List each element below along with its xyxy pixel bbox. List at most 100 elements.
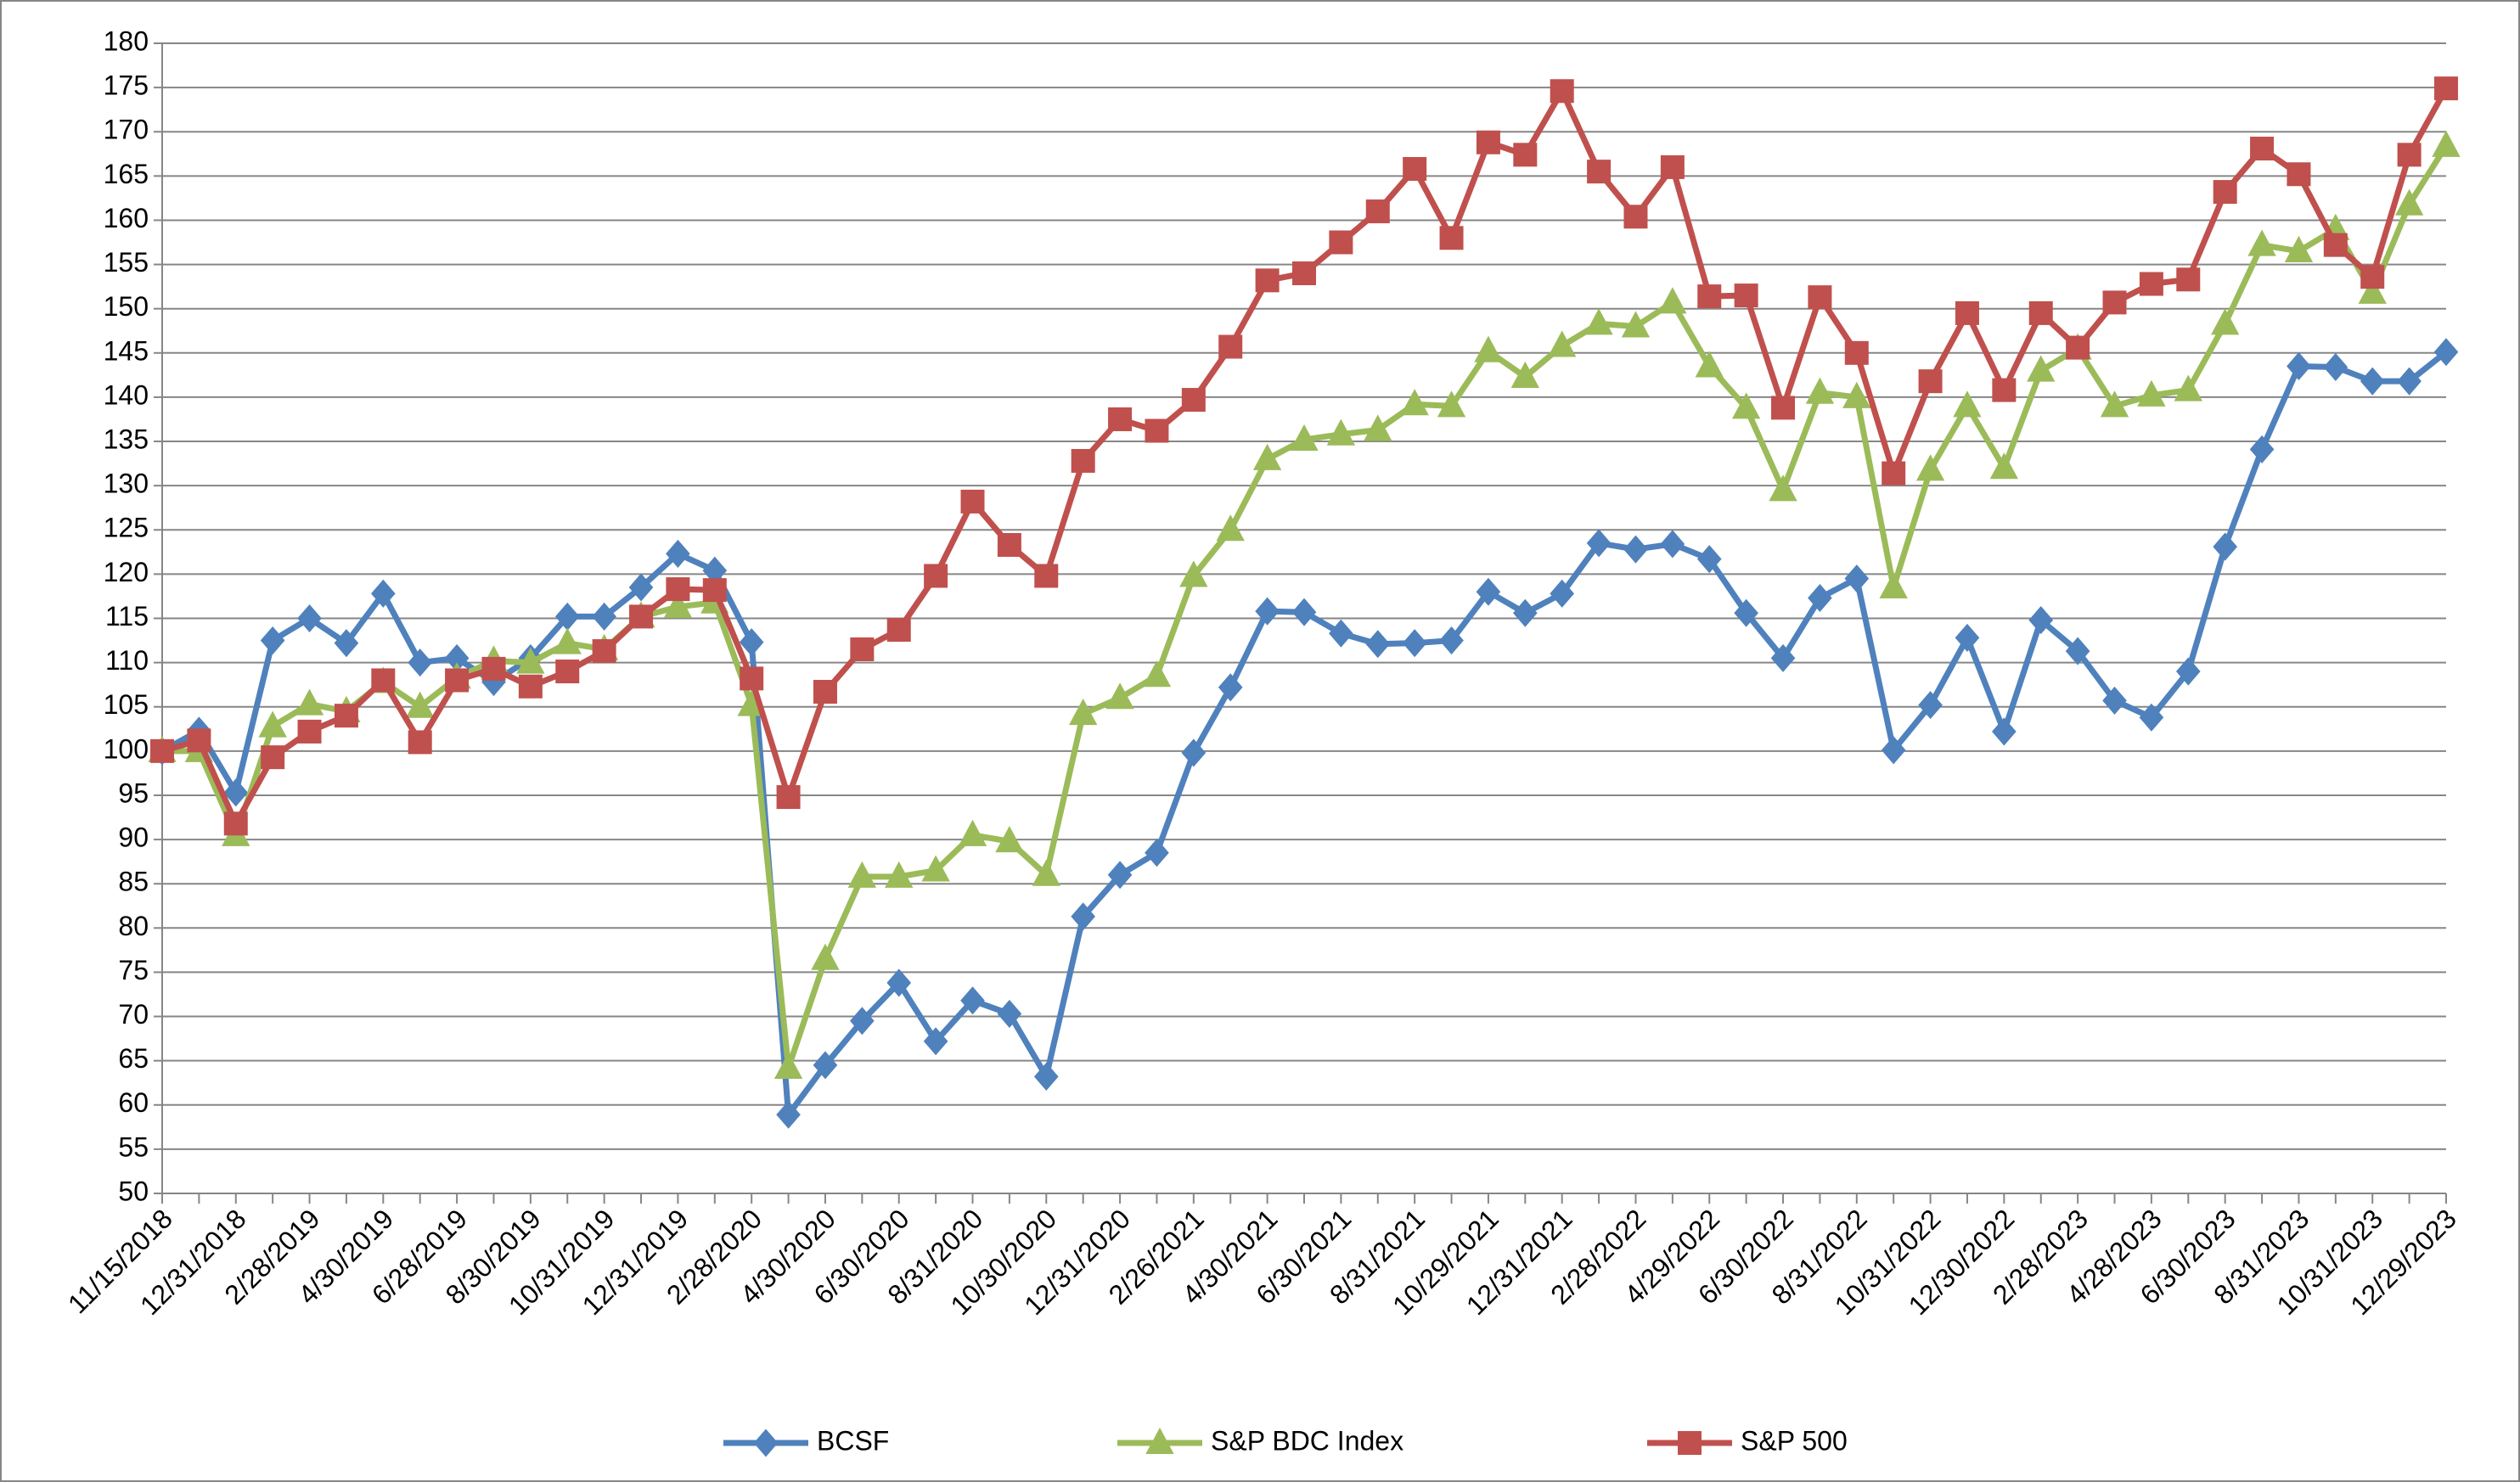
legend-label: S&P BDC Index <box>1211 1425 1403 1456</box>
data-point <box>1510 361 1539 388</box>
data-point <box>1033 1062 1059 1091</box>
data-point <box>995 826 1024 853</box>
y-tick-label: 145 <box>104 335 149 366</box>
y-tick-label: 155 <box>104 247 149 278</box>
data-point <box>1513 143 1538 167</box>
data-point <box>2174 374 2202 401</box>
data-point <box>702 578 727 603</box>
data-point <box>481 656 506 681</box>
data-point <box>2360 367 2385 396</box>
data-point <box>921 855 950 882</box>
data-point <box>776 785 801 810</box>
data-point <box>445 668 470 693</box>
data-point <box>1107 861 1133 890</box>
data-point <box>847 861 877 888</box>
data-point <box>2323 352 2348 382</box>
data-point <box>1034 564 1059 588</box>
data-point <box>2284 235 2314 262</box>
data-point <box>1402 629 1427 658</box>
data-point <box>1181 738 1207 767</box>
data-point <box>1584 308 1613 335</box>
data-point <box>1805 377 1835 404</box>
data-point <box>813 1051 838 1080</box>
data-point <box>1658 287 1687 314</box>
y-tick-label: 110 <box>105 645 149 676</box>
data-point <box>2397 367 2422 396</box>
y-tick-label: 160 <box>104 203 149 233</box>
y-tick-label: 170 <box>104 115 149 145</box>
data-point <box>1808 285 1832 310</box>
data-point <box>2139 703 2164 732</box>
data-point <box>1915 454 1945 481</box>
data-point <box>1879 571 1908 599</box>
data-point <box>258 710 287 738</box>
data-point <box>663 591 693 618</box>
data-point <box>1326 418 1356 446</box>
y-tick-label: 115 <box>105 601 149 632</box>
data-point <box>924 564 948 588</box>
y-tick-label: 50 <box>118 1176 149 1206</box>
data-point <box>1918 369 1943 394</box>
data-point <box>886 618 911 643</box>
data-point <box>1770 643 1796 672</box>
data-point <box>1292 261 1316 285</box>
data-point <box>334 704 358 728</box>
data-point <box>2394 188 2424 216</box>
data-point <box>1955 300 1979 325</box>
data-point <box>1145 418 1169 443</box>
data-point <box>1955 623 1980 652</box>
y-tick-label: 95 <box>118 777 149 808</box>
data-point <box>555 660 580 684</box>
data-point <box>885 861 914 888</box>
data-point <box>223 778 249 807</box>
data-point <box>2176 267 2201 292</box>
data-point <box>2139 272 2163 296</box>
data-point <box>1329 619 1353 648</box>
data-point <box>2323 233 2348 257</box>
data-point <box>2027 355 2056 382</box>
data-point <box>923 1027 948 1056</box>
data-point <box>1623 535 1648 564</box>
data-point <box>1365 630 1391 659</box>
y-tick-label: 120 <box>104 557 149 587</box>
data-point <box>408 648 433 677</box>
legend-swatch-marker <box>1678 1431 1702 1455</box>
data-point <box>2211 308 2240 335</box>
data-point <box>1069 698 1098 726</box>
data-point <box>2102 686 2127 715</box>
data-point <box>1108 407 1133 431</box>
legend-swatch-marker <box>1145 1427 1174 1454</box>
data-point <box>1989 452 2019 480</box>
data-point <box>2250 137 2275 161</box>
data-point <box>371 668 396 693</box>
data-point <box>1548 330 1577 357</box>
y-tick-label: 85 <box>118 867 149 897</box>
y-tick-label: 55 <box>118 1131 149 1162</box>
data-point <box>1439 626 1464 655</box>
data-point <box>1771 396 1796 420</box>
y-tick-label: 180 <box>104 25 149 56</box>
data-point <box>1291 598 1317 626</box>
data-point <box>666 539 690 568</box>
data-point <box>1623 205 1648 229</box>
data-point <box>2066 335 2090 360</box>
data-point <box>1550 79 1574 104</box>
y-tick-label: 75 <box>118 955 149 985</box>
data-point <box>1992 378 2017 402</box>
y-tick-label: 100 <box>104 733 149 764</box>
legend-label: S&P 500 <box>1741 1425 1848 1456</box>
data-point <box>1216 514 1245 542</box>
data-point <box>2213 532 2238 561</box>
data-point <box>2175 657 2201 686</box>
data-point <box>1290 424 1319 451</box>
data-point <box>553 627 582 654</box>
legend-swatch-marker <box>753 1429 779 1457</box>
y-tick-label: 135 <box>104 424 149 454</box>
data-point <box>813 680 837 705</box>
data-point <box>2433 338 2459 367</box>
data-point <box>666 577 690 602</box>
data-point <box>223 811 248 836</box>
data-point <box>1731 392 1761 419</box>
legend-label: BCSF <box>817 1425 889 1456</box>
data-point <box>1032 859 1060 886</box>
